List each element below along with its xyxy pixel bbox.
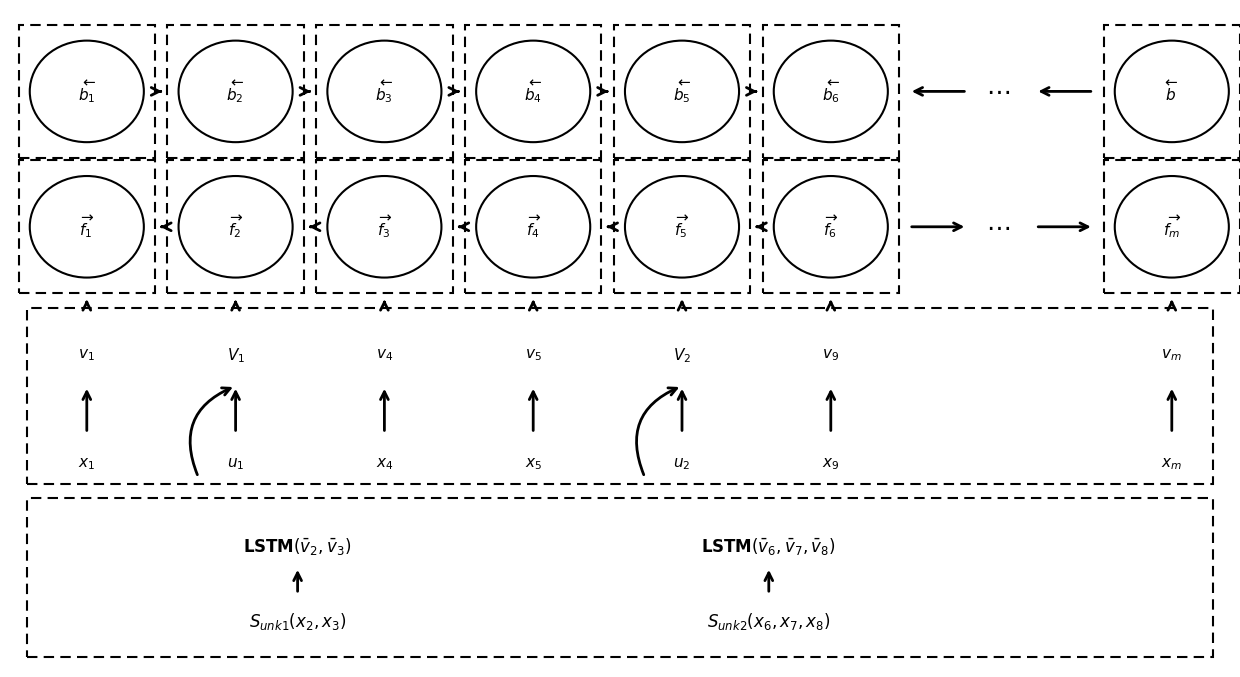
Text: $V_1$: $V_1$ <box>227 346 244 365</box>
FancyBboxPatch shape <box>316 25 453 158</box>
Text: $u_2$: $u_2$ <box>673 456 691 472</box>
FancyBboxPatch shape <box>763 160 899 293</box>
FancyBboxPatch shape <box>27 308 1213 484</box>
Ellipse shape <box>179 41 293 142</box>
Text: $\overleftarrow{b_2}$: $\overleftarrow{b_2}$ <box>227 78 244 105</box>
Text: $\overrightarrow{f_1}$: $\overrightarrow{f_1}$ <box>79 213 94 240</box>
Ellipse shape <box>774 41 888 142</box>
FancyBboxPatch shape <box>167 25 304 158</box>
Text: $u_1$: $u_1$ <box>227 456 244 472</box>
Text: $\overrightarrow{f_m}$: $\overrightarrow{f_m}$ <box>1163 213 1180 240</box>
Text: $\overleftarrow{b}$: $\overleftarrow{b}$ <box>1166 79 1178 104</box>
Text: $\overleftarrow{b_5}$: $\overleftarrow{b_5}$ <box>673 78 691 105</box>
FancyBboxPatch shape <box>316 160 453 293</box>
FancyBboxPatch shape <box>614 25 750 158</box>
Text: $v_m$: $v_m$ <box>1162 347 1182 364</box>
Ellipse shape <box>327 176 441 278</box>
Text: $x_5$: $x_5$ <box>525 456 542 472</box>
Text: $\overleftarrow{b_6}$: $\overleftarrow{b_6}$ <box>822 78 839 105</box>
FancyBboxPatch shape <box>1104 25 1240 158</box>
Ellipse shape <box>476 176 590 278</box>
Text: $\cdots$: $\cdots$ <box>986 215 1011 239</box>
Text: $\overrightarrow{f_2}$: $\overrightarrow{f_2}$ <box>228 213 243 240</box>
Ellipse shape <box>774 176 888 278</box>
FancyBboxPatch shape <box>465 25 601 158</box>
Text: $\overrightarrow{f_6}$: $\overrightarrow{f_6}$ <box>823 213 838 240</box>
FancyBboxPatch shape <box>167 160 304 293</box>
Text: $\overleftarrow{b_1}$: $\overleftarrow{b_1}$ <box>78 78 95 105</box>
Text: $\overleftarrow{b_3}$: $\overleftarrow{b_3}$ <box>376 78 393 105</box>
Text: $\overleftarrow{b_4}$: $\overleftarrow{b_4}$ <box>525 78 542 105</box>
Text: $x_4$: $x_4$ <box>376 456 393 472</box>
Ellipse shape <box>30 176 144 278</box>
Ellipse shape <box>625 176 739 278</box>
Text: $x_1$: $x_1$ <box>78 456 95 472</box>
Text: $v_5$: $v_5$ <box>525 347 542 364</box>
FancyBboxPatch shape <box>465 160 601 293</box>
FancyBboxPatch shape <box>19 160 155 293</box>
FancyBboxPatch shape <box>27 498 1213 657</box>
Text: $x_m$: $x_m$ <box>1162 456 1182 472</box>
Text: $v_4$: $v_4$ <box>376 347 393 364</box>
Ellipse shape <box>1115 176 1229 278</box>
Text: $x_9$: $x_9$ <box>822 456 839 472</box>
Ellipse shape <box>30 41 144 142</box>
Text: $\overrightarrow{f_5}$: $\overrightarrow{f_5}$ <box>675 213 689 240</box>
Ellipse shape <box>179 176 293 278</box>
Text: $S_{unk1}(x_2,x_3)$: $S_{unk1}(x_2,x_3)$ <box>249 611 346 632</box>
Text: $V_2$: $V_2$ <box>673 346 691 365</box>
Text: $\cdots$: $\cdots$ <box>986 79 1011 104</box>
Ellipse shape <box>476 41 590 142</box>
Text: $\mathbf{LSTM}(\bar{v}_6,\bar{v}_7,\bar{v}_8)$: $\mathbf{LSTM}(\bar{v}_6,\bar{v}_7,\bar{… <box>702 536 836 557</box>
Text: $\mathbf{LSTM}(\bar{v}_2,\bar{v}_3)$: $\mathbf{LSTM}(\bar{v}_2,\bar{v}_3)$ <box>243 536 352 557</box>
Text: $\overrightarrow{f_4}$: $\overrightarrow{f_4}$ <box>526 213 541 240</box>
FancyBboxPatch shape <box>19 25 155 158</box>
Text: $v_1$: $v_1$ <box>78 347 95 364</box>
Text: $\overrightarrow{f_3}$: $\overrightarrow{f_3}$ <box>377 213 392 240</box>
Text: $v_9$: $v_9$ <box>822 347 839 364</box>
FancyBboxPatch shape <box>763 25 899 158</box>
Ellipse shape <box>625 41 739 142</box>
Text: $S_{unk2}(x_6,x_7,x_8)$: $S_{unk2}(x_6,x_7,x_8)$ <box>707 611 831 632</box>
Ellipse shape <box>1115 41 1229 142</box>
Ellipse shape <box>327 41 441 142</box>
FancyBboxPatch shape <box>614 160 750 293</box>
FancyBboxPatch shape <box>1104 160 1240 293</box>
